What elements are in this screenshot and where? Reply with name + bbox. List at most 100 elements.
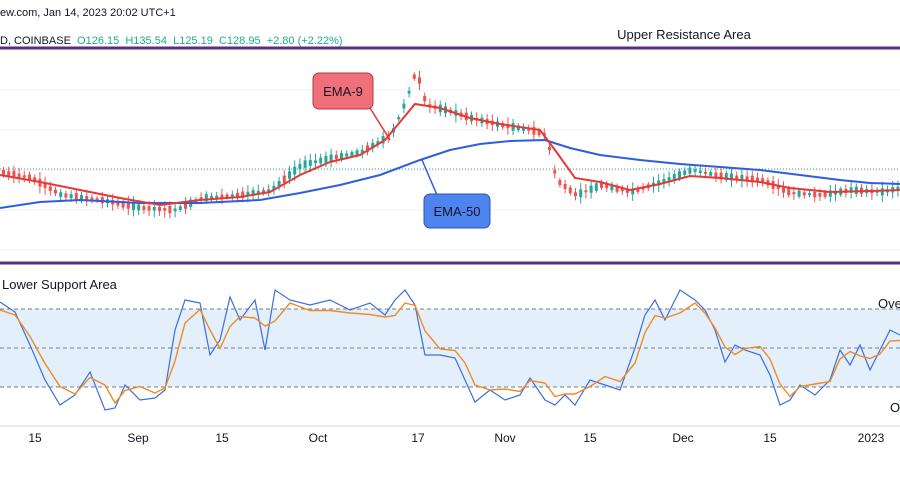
- candle-body: [199, 197, 203, 200]
- candle-body: [792, 192, 796, 195]
- overbought-label: Ove: [878, 296, 900, 311]
- candle-body: [225, 194, 229, 198]
- candle-body: [366, 145, 369, 152]
- candle-body: [574, 192, 577, 197]
- candle-body: [402, 103, 406, 109]
- candle-body: [631, 189, 635, 195]
- candle-body: [813, 191, 817, 198]
- open-value: O126.15: [77, 35, 120, 47]
- candle-body: [163, 208, 167, 211]
- candle-body: [168, 206, 172, 214]
- candle-body: [584, 190, 588, 193]
- x-tick-label: 17: [411, 431, 425, 445]
- oversold-label: O: [890, 400, 900, 415]
- candle-body: [173, 208, 177, 212]
- candle-body: [12, 170, 16, 179]
- candle-body: [220, 194, 224, 199]
- candle-body: [802, 192, 806, 196]
- candle-body: [17, 173, 21, 178]
- high-value: H135.54: [125, 35, 167, 47]
- x-tick-label: 15: [763, 431, 777, 445]
- candle-body: [132, 202, 135, 211]
- candle-body: [85, 195, 89, 201]
- candle-body: [896, 186, 900, 191]
- x-tick-label: Nov: [494, 431, 515, 445]
- candle-body: [594, 183, 598, 191]
- candle-body: [54, 189, 57, 194]
- candle-body: [215, 195, 219, 199]
- candle-body: [880, 188, 884, 196]
- candle-body: [210, 196, 213, 199]
- candle-body: [532, 126, 536, 135]
- candle-body: [740, 174, 744, 182]
- candle-body: [371, 142, 375, 149]
- candle-body: [360, 149, 364, 154]
- candle-body: [69, 194, 73, 199]
- candle-body: [262, 190, 265, 193]
- candle-body: [553, 170, 557, 174]
- candle-body: [397, 117, 401, 120]
- candle-body: [412, 74, 416, 79]
- change-value: +2.80 (+2.22%): [266, 35, 343, 47]
- candle-body: [662, 178, 666, 184]
- candle-body: [334, 154, 338, 160]
- lower-support-label: Lower Support Area: [2, 277, 118, 292]
- candle-body: [147, 206, 151, 211]
- candle-body: [516, 125, 520, 131]
- candle-body: [345, 153, 349, 157]
- ema-9-callout-label: EMA-9: [323, 84, 363, 99]
- candle-body: [204, 194, 208, 202]
- x-tick-label: Sep: [127, 431, 149, 445]
- x-tick-label: 15: [28, 431, 42, 445]
- x-tick-label: 2023: [858, 431, 885, 445]
- candle-body: [610, 184, 614, 191]
- x-tick-label: Dec: [672, 431, 693, 445]
- candle-body: [589, 185, 593, 193]
- candle-body: [776, 185, 780, 190]
- candle-body: [340, 153, 343, 159]
- candle-body: [620, 188, 624, 192]
- candle-body: [126, 202, 130, 209]
- candle-body: [121, 201, 125, 208]
- candle-body: [683, 170, 687, 175]
- candle-body: [64, 193, 68, 198]
- candle-body: [714, 172, 718, 178]
- candle-body: [672, 174, 676, 180]
- candle-body: [355, 150, 359, 156]
- candle-body: [28, 174, 31, 181]
- candle-body: [579, 189, 583, 198]
- candle-body: [142, 206, 146, 211]
- upper-resistance-label: Upper Resistance Area: [617, 27, 751, 42]
- ema-50-callout: [423, 193, 491, 229]
- candle-body: [558, 180, 562, 186]
- candle-body: [797, 190, 801, 197]
- candle-body: [724, 173, 728, 180]
- candle-body: [22, 175, 26, 178]
- x-tick-label: 15: [583, 431, 597, 445]
- ohlc-line: D, COINBASE O126.15 H135.54 L125.19 C128…: [0, 35, 343, 47]
- candle-body: [308, 160, 312, 166]
- candle-body: [80, 195, 83, 200]
- candle-body: [90, 197, 94, 201]
- candle-body: [678, 171, 681, 179]
- x-axis-ticks: 15 Sep 15 Oct 17 Nov 15 Dec 15 2023: [28, 431, 884, 445]
- candle-body: [423, 96, 427, 102]
- candle-body: [381, 136, 385, 144]
- candle-body: [522, 126, 525, 131]
- candle-body: [43, 183, 47, 189]
- candle-body: [298, 163, 302, 169]
- candle-body: [548, 146, 551, 151]
- candle-body: [152, 206, 156, 211]
- stoch-k-line: [0, 288, 900, 411]
- candle-body: [2, 169, 5, 176]
- candle-body: [230, 194, 234, 197]
- candle-body: [59, 192, 63, 197]
- candle-body: [407, 90, 411, 94]
- candle-body: [272, 185, 276, 191]
- candles: [2, 71, 900, 219]
- ema-9-line: [0, 102, 900, 207]
- close-value: C128.95: [218, 35, 261, 47]
- candle-body: [688, 167, 692, 174]
- candle-body: [636, 187, 640, 192]
- candle-body: [48, 186, 52, 191]
